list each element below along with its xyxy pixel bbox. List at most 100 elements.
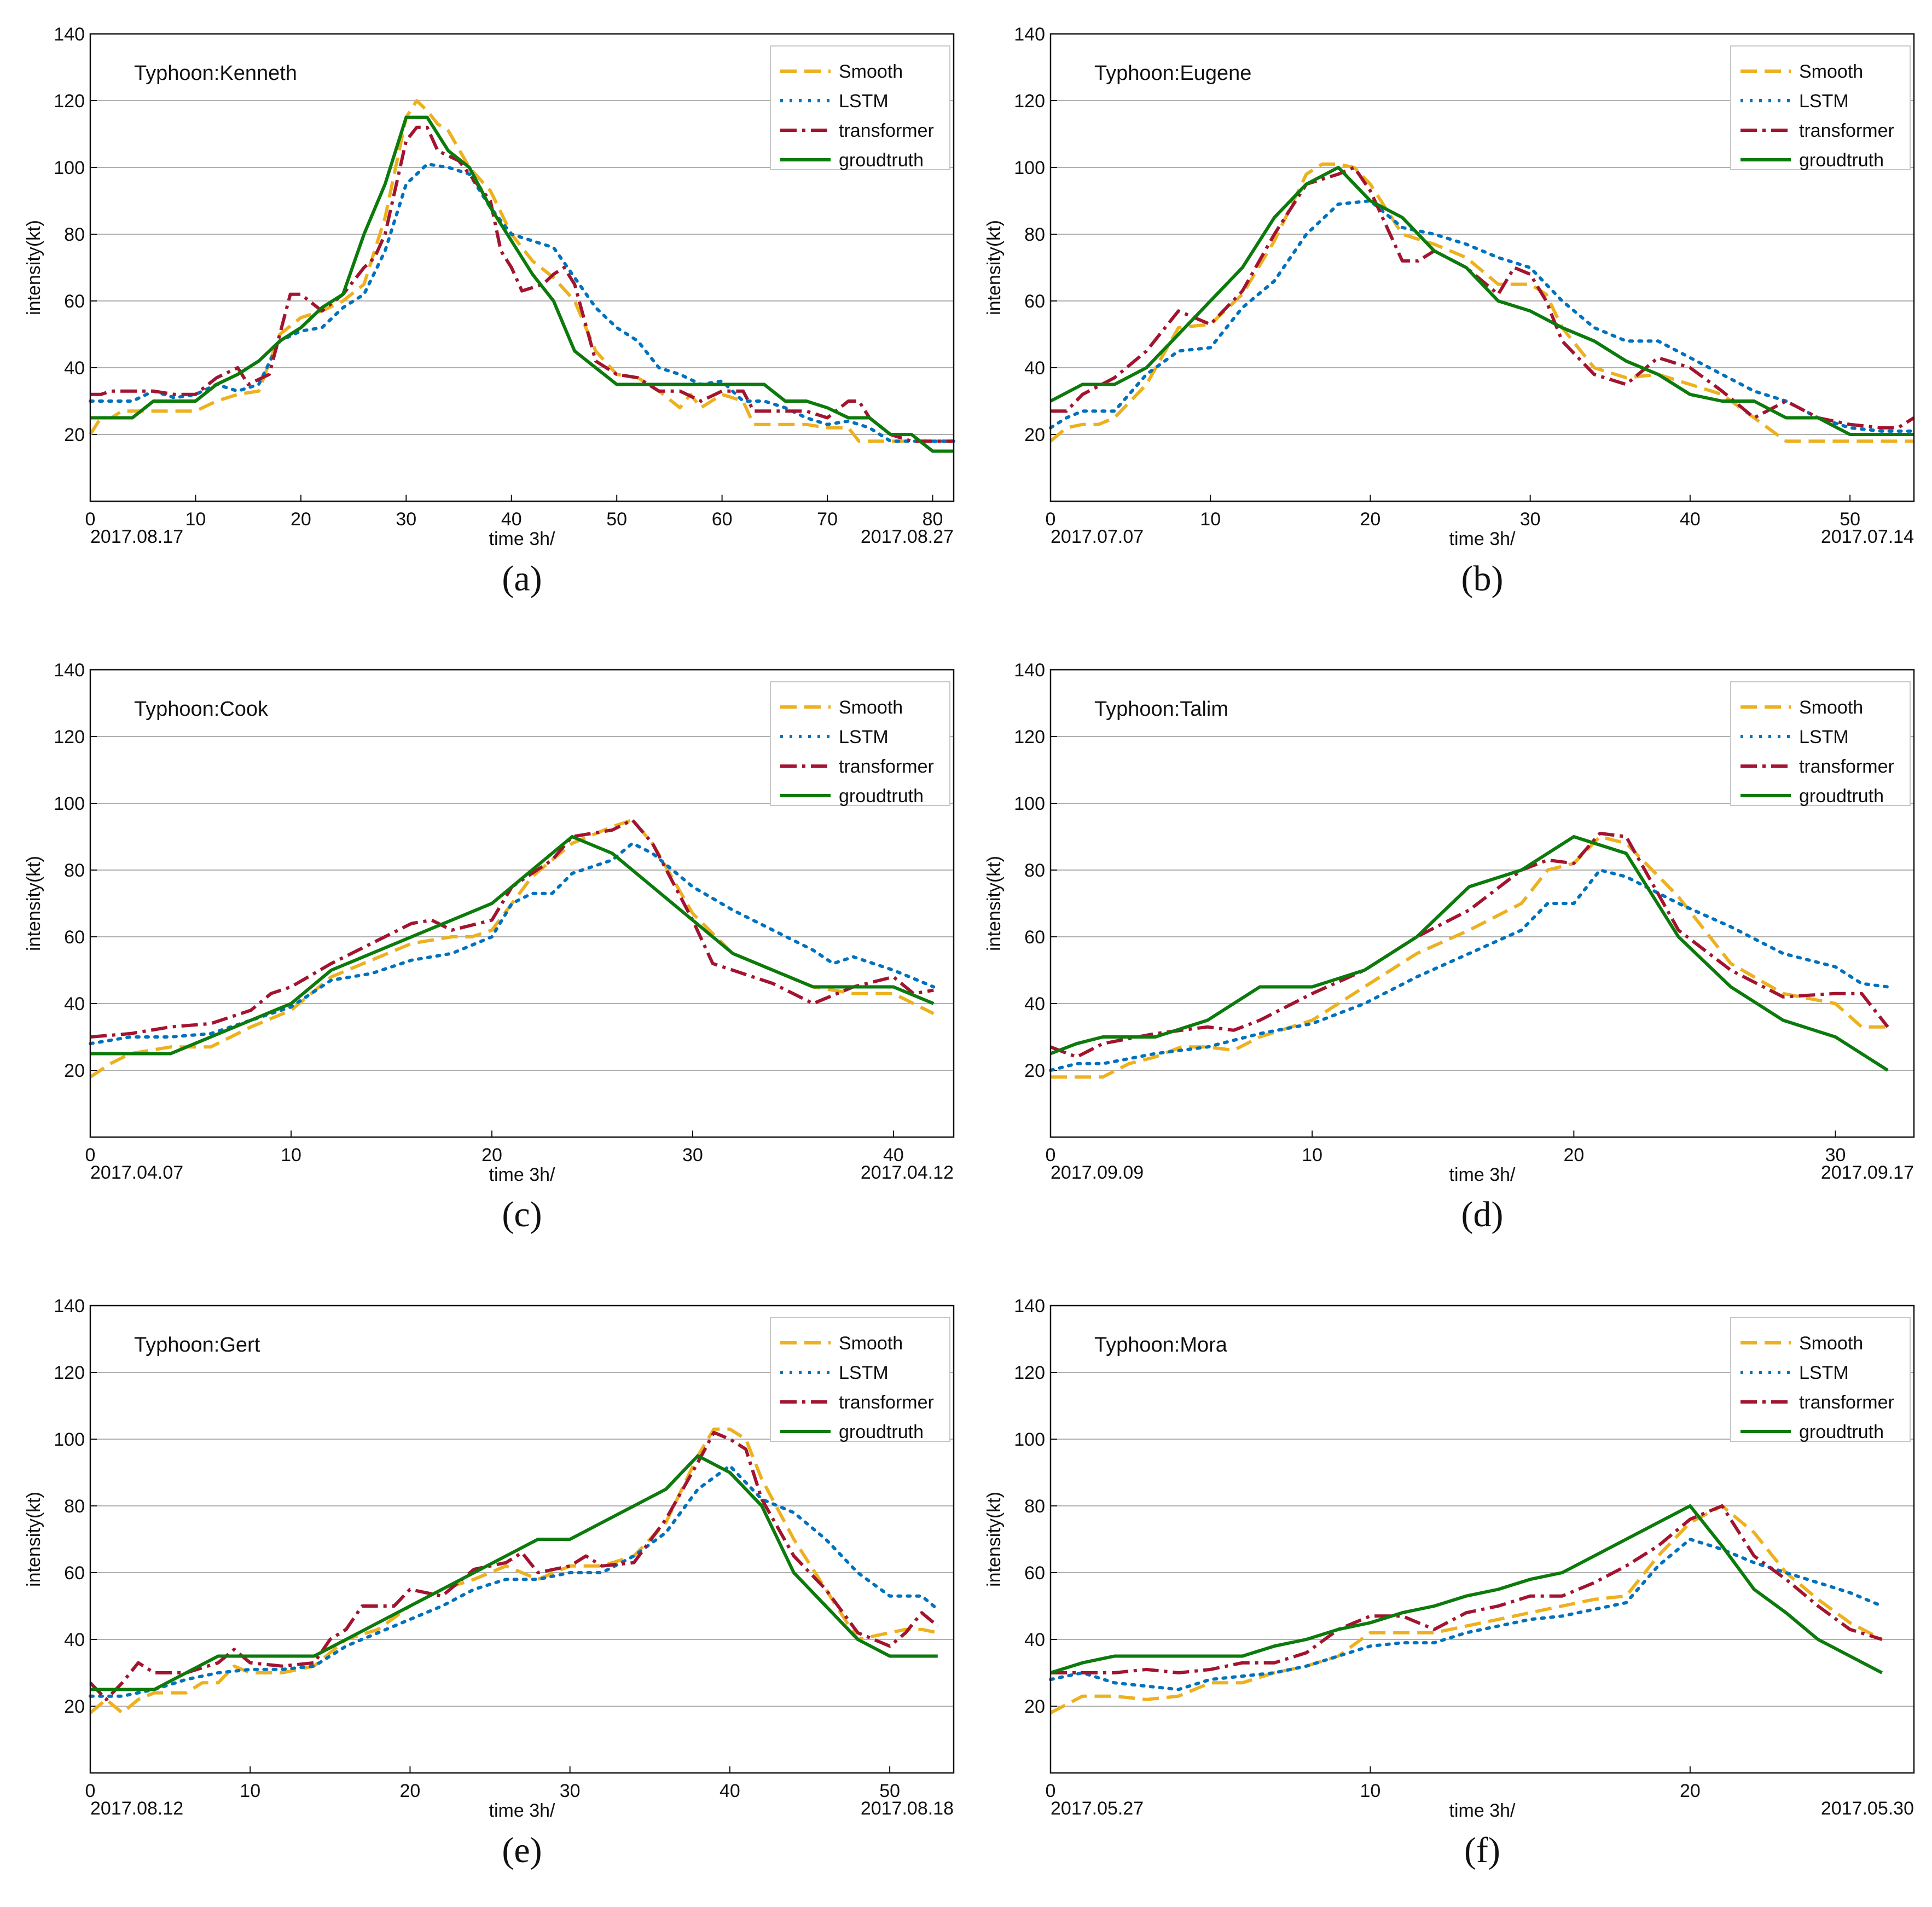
start-date: 2017.08.17 [90, 526, 183, 547]
y-tick-label: 60 [64, 1563, 85, 1584]
legend-label: transformer [1799, 120, 1894, 141]
y-tick-label: 140 [1014, 1296, 1045, 1317]
legend-label: transformer [839, 120, 934, 141]
end-date: 2017.09.17 [1821, 1162, 1914, 1183]
plot-frame [1049, 1305, 1915, 1774]
y-tick-label: 100 [54, 1429, 85, 1450]
x-tick-label: 0 [85, 509, 96, 530]
series-line-transformer [90, 818, 934, 1039]
y-axis-label: intensity(kt) [984, 856, 1005, 951]
x-tick-label: 10 [1200, 509, 1221, 530]
y-axis-label: intensity(kt) [24, 1492, 44, 1587]
chart-panel-f: 20 40 60 80 100 120 140 0 10 20 Typhoon:Mora Smooth… [960, 1272, 1926, 1907]
legend: Smooth LSTM transformer groudtruth [1730, 681, 1911, 807]
series-line-transformer [1051, 166, 1915, 430]
plot-frame [1049, 33, 1915, 502]
x-tick-label: 50 [1840, 509, 1860, 530]
legend-box [1730, 681, 1911, 806]
x-tick-label: 20 [481, 1145, 502, 1166]
legend-box [770, 1317, 950, 1442]
legend-label: transformer [839, 1392, 934, 1413]
legend-label: LSTM [839, 1363, 889, 1383]
panel-caption: (c) [502, 1195, 542, 1234]
x-tick-label: 30 [560, 1781, 581, 1801]
y-tick-label: 40 [64, 1630, 85, 1650]
series-line-transformer [1049, 831, 1889, 1059]
chart-svg: 20 40 60 80 100 120 140 0 10 20 30 40 50 60 70 80 Typhoo… [24, 24, 955, 549]
panel-caption: (a) [502, 559, 542, 599]
y-tick-label: 60 [64, 291, 85, 312]
y-tick-label: 80 [64, 860, 85, 881]
chart-svg: 20 40 60 80 100 120 140 0 10 20 30 40 50 Typhoon:Euge… [984, 24, 1916, 549]
x-tick-label: 80 [923, 509, 943, 530]
legend-label: groudtruth [1799, 150, 1884, 171]
x-axis-label: time 3h/ [489, 1800, 555, 1821]
x-tick-label: 0 [85, 1145, 96, 1166]
y-tick-label: 20 [1024, 1060, 1045, 1081]
legend-label: Smooth [839, 61, 903, 82]
chart-panel-e: 20 40 60 80 100 120 140 0 10 20 30 40 50 Typhoon:Gert… [0, 1272, 966, 1907]
y-axis-label: intensity(kt) [24, 856, 44, 951]
chart-title: Typhoon:Cook [134, 698, 269, 721]
legend-label: Smooth [839, 1333, 903, 1354]
chart-panel-d: 20 40 60 80 100 120 140 0 10 20 30 Typhoon:Talim Smo… [960, 636, 1926, 1271]
x-tick-label: 30 [1520, 509, 1541, 530]
x-tick-label: 20 [291, 509, 311, 530]
legend: Smooth LSTM transformer groudtruth [1730, 45, 1911, 171]
y-tick-label: 80 [64, 224, 85, 245]
chart-panel-c: 20 40 60 80 100 120 140 0 10 20 30 40 Typhoon:Cook Sm… [0, 636, 966, 1271]
chart-title: Typhoon:Gert [134, 1334, 260, 1357]
legend-label: Smooth [1799, 697, 1863, 718]
x-tick-label: 10 [1302, 1145, 1322, 1166]
legend-label: LSTM [839, 727, 889, 747]
legend-label: groudtruth [839, 1422, 924, 1442]
x-tick-label: 30 [396, 509, 416, 530]
legend-label: transformer [1799, 756, 1894, 777]
y-tick-label: 140 [1014, 24, 1045, 45]
legend-label: LSTM [1799, 91, 1849, 112]
y-tick-label: 120 [1014, 727, 1045, 747]
y-tick-label: 140 [1014, 660, 1045, 681]
x-tick-label: 20 [400, 1781, 421, 1801]
start-date: 2017.05.27 [1051, 1798, 1144, 1819]
x-axis-label: time 3h/ [489, 529, 555, 549]
plot-frame [89, 669, 955, 1138]
y-tick-label: 60 [64, 927, 85, 948]
y-tick-label: 40 [1024, 358, 1045, 379]
start-date: 2017.07.07 [1051, 526, 1144, 547]
x-axis-label: time 3h/ [1449, 1164, 1516, 1185]
legend: Smooth LSTM transformer groudtruth [1730, 1317, 1911, 1442]
y-tick-label: 100 [54, 793, 85, 814]
start-date: 2017.08.12 [90, 1798, 183, 1819]
y-tick-label: 60 [1024, 927, 1045, 948]
legend-label: groudtruth [1799, 1422, 1884, 1442]
series-line-smooth [89, 818, 935, 1079]
series-line-groudtruth [90, 1454, 938, 1691]
x-tick-label: 20 [1680, 1781, 1701, 1801]
legend: Smooth LSTM transformer groudtruth [770, 1317, 950, 1442]
end-date: 2017.07.14 [1821, 526, 1914, 547]
x-tick-label: 0 [1046, 1781, 1056, 1801]
x-tick-label: 20 [1563, 1145, 1584, 1166]
chart-panel-a: 20 40 60 80 100 120 140 0 10 20 30 40 50 60 70 80 Typhoo… [0, 0, 966, 635]
start-date: 2017.09.09 [1051, 1162, 1144, 1183]
y-tick-label: 120 [1014, 1363, 1045, 1383]
legend-label: Smooth [1799, 61, 1863, 82]
x-tick-label: 40 [720, 1781, 740, 1801]
y-tick-label: 120 [54, 91, 85, 112]
y-tick-label: 20 [64, 425, 85, 445]
x-tick-label: 50 [606, 509, 627, 530]
end-date: 2017.04.12 [861, 1162, 954, 1183]
series-line-smooth [1049, 1504, 1883, 1714]
y-tick-label: 120 [1014, 91, 1045, 112]
x-tick-label: 40 [501, 509, 522, 530]
y-tick-label: 60 [1024, 291, 1045, 312]
chart-panel-b: 20 40 60 80 100 120 140 0 10 20 30 40 50 Typhoon:Euge… [960, 0, 1926, 635]
legend-label: LSTM [1799, 1363, 1849, 1383]
panel-caption: (e) [502, 1830, 542, 1870]
chart-title: Typhoon:Eugene [1094, 62, 1251, 85]
legend-label: groudtruth [1799, 786, 1884, 807]
x-tick-label: 10 [1360, 1781, 1381, 1801]
y-tick-label: 140 [54, 660, 85, 681]
